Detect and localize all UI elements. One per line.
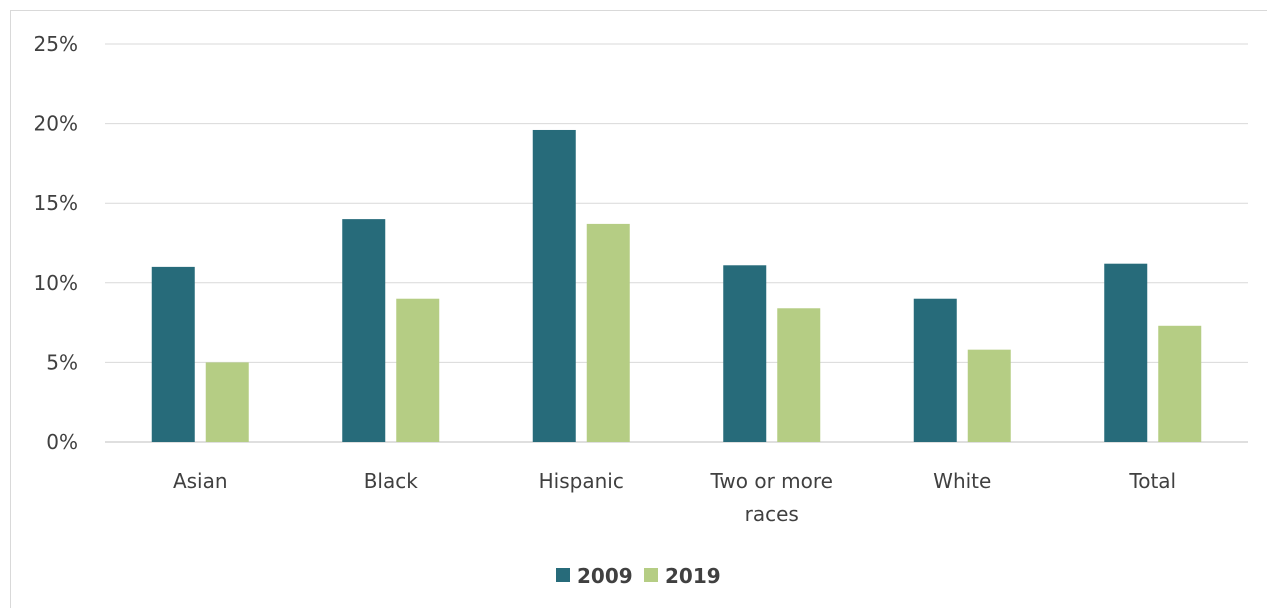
bar-2009-hispanic [533,130,576,442]
x-tick-label: Two or more races [710,469,833,526]
y-axis-ticks: 0% 5% 10% 15% 20% 25% [34,32,78,454]
y-tick-label: 20% [34,112,78,136]
bar-2019-white [968,350,1011,442]
y-tick-label: 5% [46,350,78,374]
bar-2009-asian [152,267,195,442]
x-tick-label: Total [1128,469,1176,493]
x-tick-label: Black [364,469,419,493]
bar-2019-hispanic [587,224,630,442]
y-tick-label: 25% [34,32,78,56]
legend-label-2009: 2009 [577,564,633,588]
x-tick-label: White [933,469,991,493]
legend-swatch-2019 [644,568,658,582]
legend-label-2019: 2019 [665,564,721,588]
bar-2019-two-or-more-races [777,308,820,442]
y-tick-label: 15% [34,191,78,215]
bar-2019-total [1158,326,1201,442]
bar-2019-asian [206,362,249,442]
y-tick-label: 0% [46,430,78,454]
bars [152,130,1202,442]
bar-2009-black [342,219,385,442]
legend: 2009 2019 [556,564,721,588]
x-tick-label: Hispanic [539,469,624,493]
bar-2019-black [396,299,439,442]
y-tick-label: 10% [34,271,78,295]
bar-2009-total [1104,264,1147,442]
x-tick-label: Asian [173,469,228,493]
bar-2009-white [914,299,957,442]
gridlines [105,44,1248,442]
x-axis-ticks: Asian Black Hispanic Two or more races White T… [173,469,1176,526]
bar-2009-two-or-more-races [723,265,766,442]
legend-swatch-2009 [556,568,570,582]
